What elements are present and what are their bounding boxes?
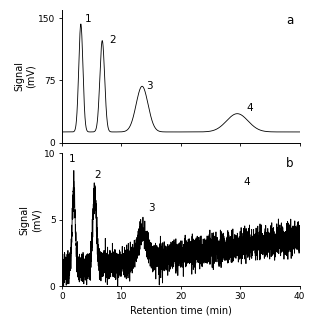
Y-axis label: Signal
(mV): Signal (mV) bbox=[20, 205, 41, 235]
Text: 1: 1 bbox=[69, 154, 76, 164]
Text: 2: 2 bbox=[109, 35, 116, 45]
Text: 2: 2 bbox=[95, 170, 101, 180]
Text: 3: 3 bbox=[146, 81, 153, 91]
Y-axis label: Signal
(mV): Signal (mV) bbox=[14, 61, 36, 91]
Text: b: b bbox=[286, 157, 294, 170]
Text: 3: 3 bbox=[148, 203, 155, 213]
Text: 4: 4 bbox=[246, 103, 253, 113]
Text: 4: 4 bbox=[243, 177, 250, 187]
Text: a: a bbox=[286, 14, 294, 27]
X-axis label: Retention time (min): Retention time (min) bbox=[130, 306, 232, 316]
Text: 1: 1 bbox=[84, 14, 91, 24]
